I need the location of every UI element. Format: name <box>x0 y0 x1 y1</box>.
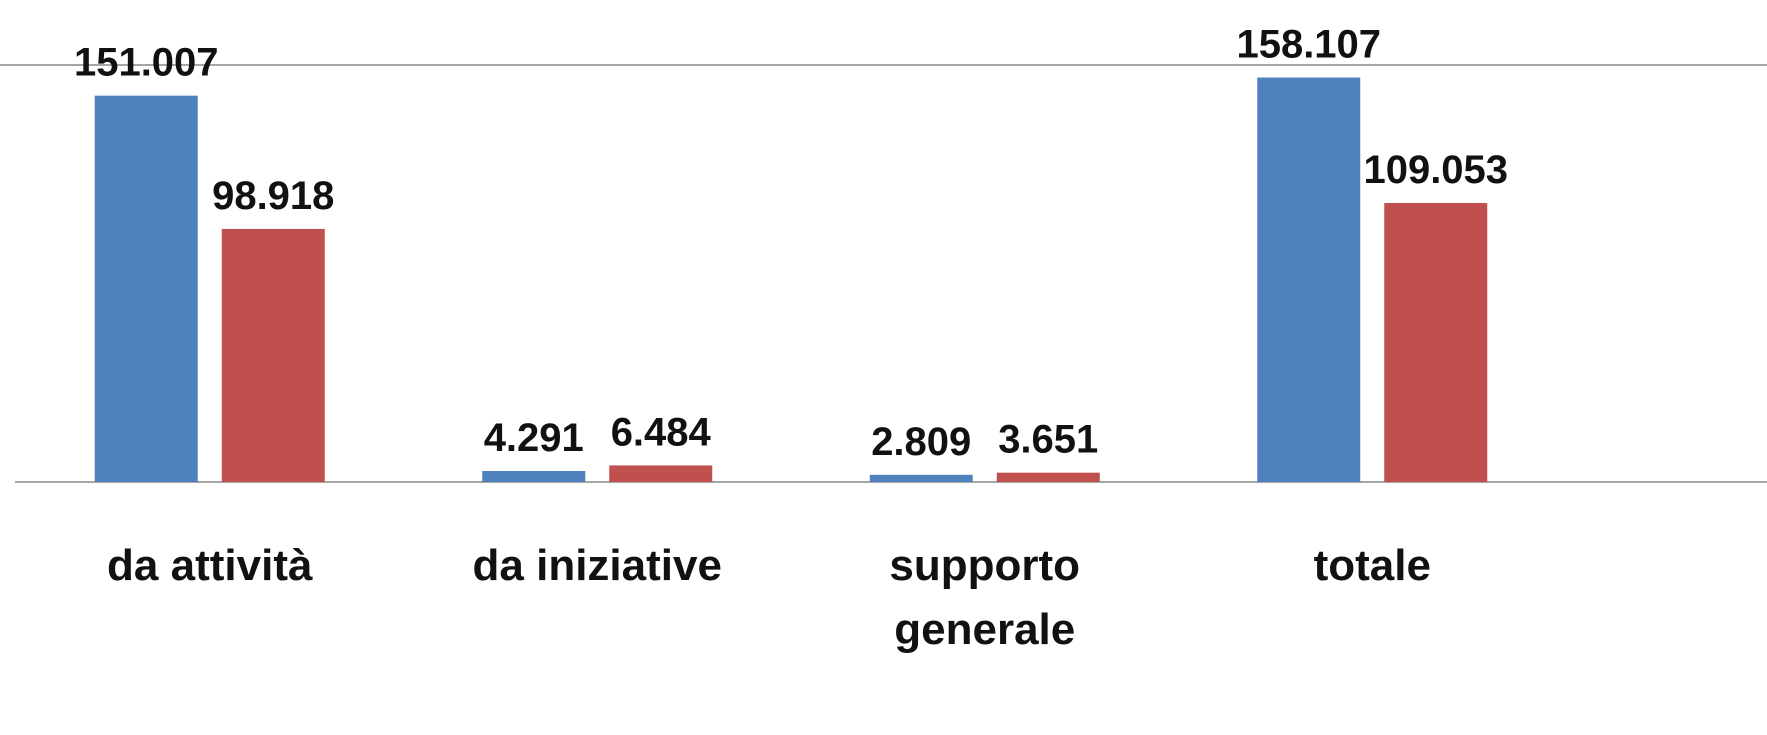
x-tick-label: totale <box>1314 541 1431 590</box>
bar <box>869 474 973 482</box>
data-label: 3.651 <box>998 418 1098 462</box>
bar <box>221 228 325 482</box>
data-label: 98.918 <box>212 174 334 218</box>
bar <box>609 465 713 482</box>
x-tick-label: da iniziative <box>473 541 722 590</box>
data-label: 2.809 <box>871 420 971 464</box>
data-label: 6.484 <box>611 410 712 454</box>
bar <box>996 472 1100 482</box>
x-tick-label: supporto generale <box>889 541 1080 654</box>
bar <box>1384 203 1488 482</box>
data-label: 151.007 <box>74 41 219 85</box>
bar <box>94 95 198 482</box>
bar <box>482 471 586 482</box>
data-label: 4.291 <box>484 416 584 460</box>
x-tick-label: da attività <box>107 541 313 590</box>
data-label: 158.107 <box>1236 23 1381 67</box>
data-label: 109.053 <box>1363 148 1508 192</box>
bar <box>1257 77 1361 483</box>
